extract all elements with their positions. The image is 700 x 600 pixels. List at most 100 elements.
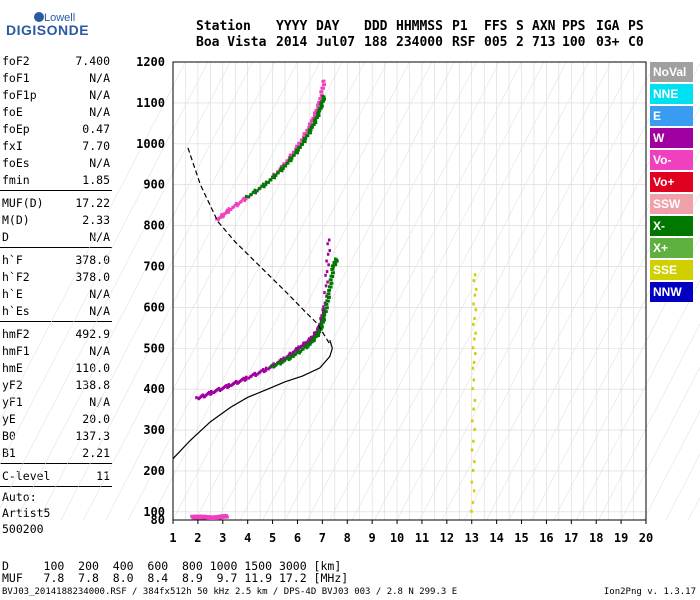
data-point [472,302,475,306]
data-point [262,367,265,371]
data-point [295,148,298,152]
parameter-row: foF1p N/A [0,86,112,103]
data-point [237,380,240,384]
data-point [282,359,286,363]
data-point [256,372,259,376]
data-point [285,355,289,359]
header-label: IGA [596,19,620,34]
data-point [313,120,316,124]
data-point [328,278,332,282]
data-point [276,171,279,175]
header-value: 005 [484,35,508,50]
parameter-value: 7.400 [75,54,110,68]
data-point [309,131,312,135]
data-point [295,144,298,148]
data-point [223,515,226,519]
data-point [320,323,324,327]
legend-item: Vo- [650,150,693,170]
autoscale-info: 500200 [2,522,44,536]
data-point [311,119,314,123]
data-point [225,384,228,388]
data-point [253,188,257,192]
data-point [297,349,300,353]
data-point [200,514,203,518]
parameter-value: 378.0 [75,270,110,284]
legend-item: X- [650,216,693,236]
data-point [287,159,291,163]
y-tick-label: 600 [143,300,165,314]
data-point [244,377,248,381]
parameter-divider [0,190,112,191]
data-point [279,164,283,168]
header-label: S [516,19,524,34]
parameter-name: foEs [2,156,30,170]
parameter-row: foF2 7.400 [0,52,112,69]
data-point [276,361,280,365]
parameter-value: N/A [89,105,110,119]
legend-item: NNW [650,282,693,302]
data-point [333,260,336,264]
data-point [311,123,314,127]
data-point [311,116,314,120]
data-point [291,150,295,154]
data-point [327,292,331,296]
data-point [313,339,316,343]
data-point [322,99,325,103]
data-point [471,419,474,423]
data-point [321,79,324,83]
data-point [221,387,224,391]
data-point [269,364,273,368]
data-point [305,346,309,350]
data-point [320,97,323,101]
data-point [309,119,313,123]
data-point [313,123,316,127]
data-point [210,390,213,394]
header-label: AXN [532,19,556,34]
data-point [318,109,322,113]
data-point [307,344,310,348]
parameter-name: fxI [2,139,23,153]
data-point [330,278,333,282]
grid-line [374,61,612,521]
data-point [287,358,291,362]
parameter-divider [0,463,112,464]
data-point [472,407,475,411]
data-point [290,159,293,163]
data-point [295,347,298,351]
data-point [272,173,275,177]
parameter-name: yE [2,412,16,426]
data-point [221,515,224,519]
data-point [302,132,306,136]
data-point [319,317,322,321]
data-point [307,342,310,346]
logo-line2: DIGISONDE [6,22,90,38]
y-tick-label: 1200 [136,55,165,69]
data-point [253,371,257,375]
data-point [319,325,323,329]
parameter-row: h`Es N/A [0,302,112,319]
data-point [330,285,333,289]
data-point [321,318,325,322]
data-point [249,375,252,379]
data-point [322,305,325,309]
data-point [205,515,208,519]
data-point [271,175,274,179]
data-point [325,270,329,274]
data-point [320,100,323,104]
data-point [233,203,237,207]
parameter-value: 1.85 [82,173,110,187]
data-point [242,376,245,380]
data-point [242,196,245,200]
data-point [319,102,322,106]
data-point [471,346,475,350]
data-point [264,368,268,372]
parameter-row: D N/A [0,228,112,245]
data-point [320,106,323,110]
data-point [472,279,476,283]
parameter-row: fmin 1.85 [0,171,112,188]
parameter-name: D [2,230,9,244]
data-point [286,161,290,165]
data-point [227,385,231,389]
footer-file-info: BVJ03_2014188234000.RSF / 384fx512h 50 k… [2,587,458,597]
